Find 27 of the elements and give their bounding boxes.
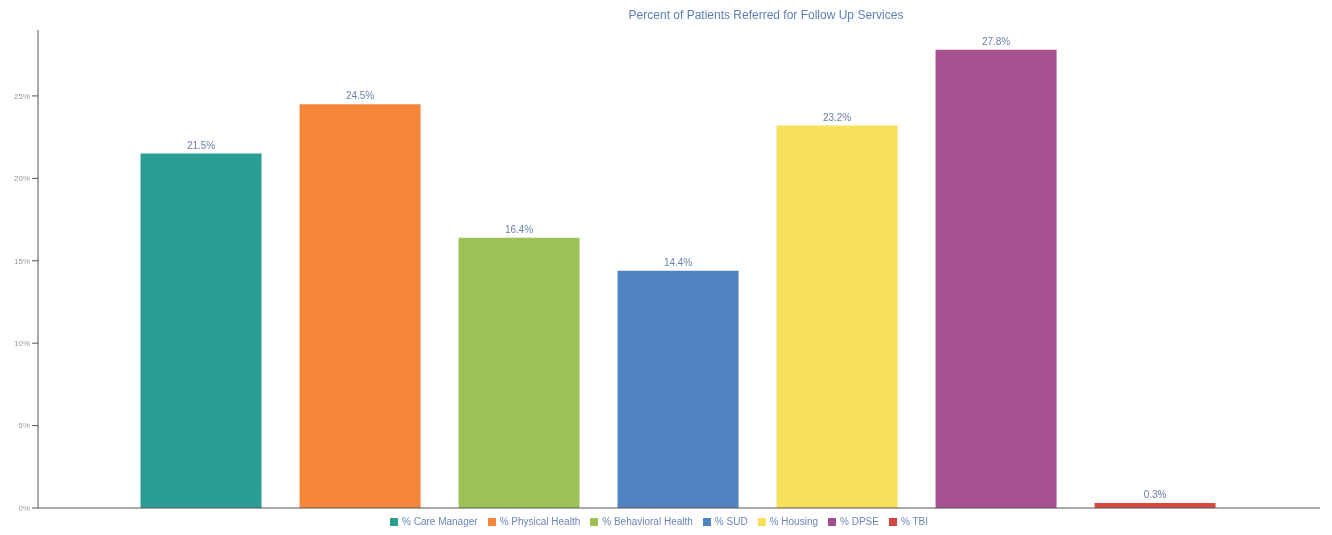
bar xyxy=(140,153,262,508)
y-tick-label: 15% xyxy=(13,256,30,266)
y-tick-label: 5% xyxy=(18,421,30,431)
data-label: 21.5% xyxy=(186,139,216,151)
data-label: 27.8% xyxy=(981,35,1011,47)
legend-label: % Physical Health xyxy=(499,516,581,527)
bar xyxy=(776,125,898,508)
data-label: 24.5% xyxy=(345,90,375,102)
bar xyxy=(299,104,421,508)
y-tick-label: 0% xyxy=(18,503,30,513)
legend-label: % DPSE xyxy=(840,516,879,527)
legend-label: % Care Manager xyxy=(402,516,478,527)
bar xyxy=(935,49,1057,508)
data-label: 14.4% xyxy=(663,256,693,268)
bar xyxy=(617,270,739,508)
y-tick-label: 25% xyxy=(13,91,30,101)
legend-label: % SUD xyxy=(714,516,748,527)
y-tick-label: 20% xyxy=(13,174,30,184)
data-label: 0.3% xyxy=(1143,489,1167,501)
data-label: 16.4% xyxy=(504,223,534,235)
legend-label: % TBI xyxy=(900,516,928,527)
legend-label: % Behavioral Health xyxy=(602,516,693,527)
legend-label: % Housing xyxy=(769,516,818,527)
data-label: 23.2% xyxy=(822,111,852,123)
chart-title: Percent of Patients Referred for Follow Up Services xyxy=(627,8,905,24)
bar xyxy=(458,237,580,508)
y-tick-label: 10% xyxy=(13,339,30,349)
